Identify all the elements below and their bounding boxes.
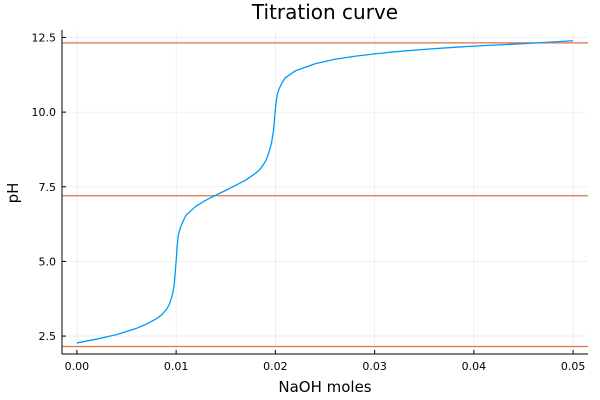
series-line-0 <box>76 40 574 344</box>
y-tick-label-0: 2.5 <box>39 330 57 343</box>
axes <box>61 30 588 355</box>
y-axis-label: pH <box>4 183 22 204</box>
x-tick-label-0: 0.00 <box>65 360 90 373</box>
x-axis-label: NaOH moles <box>278 378 371 396</box>
y-tick-label-1: 5.0 <box>39 255 57 268</box>
x-tick-label-2: 0.02 <box>263 360 288 373</box>
y-tick-label-2: 7.5 <box>39 181 57 194</box>
grid <box>62 30 588 354</box>
y-tick-label-4: 12.5 <box>32 31 57 44</box>
x-tick-label-5: 0.05 <box>561 360 586 373</box>
x-tick-label-3: 0.03 <box>362 360 387 373</box>
ticks: 0.00 0.01 0.02 0.03 0.04 0.05 2.5 5.0 7.5 10.0 12.… <box>32 31 586 373</box>
plot-series <box>62 40 588 348</box>
x-tick-label-1: 0.01 <box>164 360 189 373</box>
chart-title: Titration curve <box>251 0 398 24</box>
x-tick-label-4: 0.04 <box>462 360 487 373</box>
y-tick-label-3: 10.0 <box>32 106 57 119</box>
